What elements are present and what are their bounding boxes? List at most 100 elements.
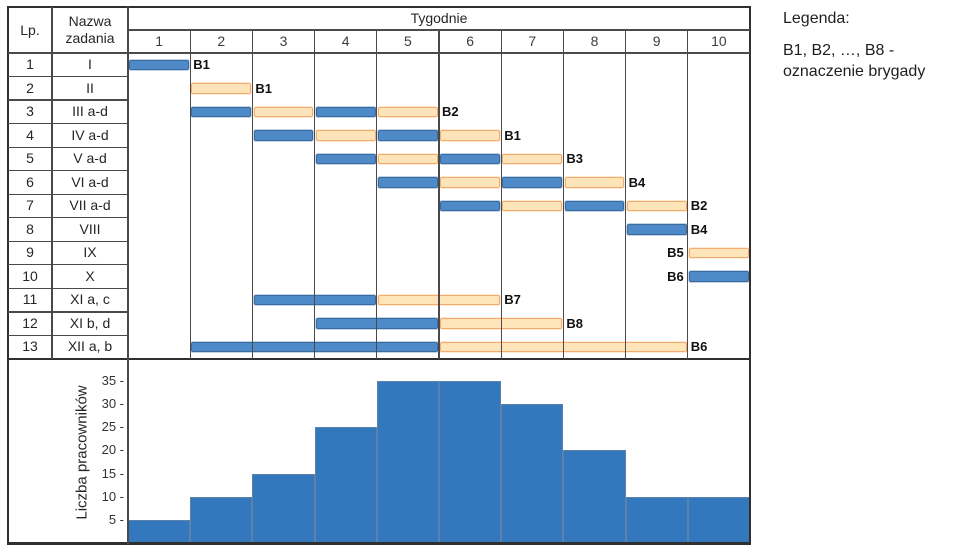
grid-line [687, 30, 689, 359]
gantt-bar [626, 200, 687, 212]
gantt-bar [315, 153, 376, 165]
legend-line2: oznaczenie brygady [783, 63, 926, 80]
task-name-cell: VIII [79, 220, 101, 237]
task-name-cell: I [88, 56, 92, 72]
gantt-bar [502, 200, 563, 212]
gantt-bar [378, 106, 438, 118]
task-name-cell: II [86, 79, 94, 96]
legend-line1: B1, B2, …, B8 - [783, 42, 895, 59]
gantt-bar [191, 83, 252, 94]
grid-line [625, 30, 627, 359]
gantt-bar [253, 130, 314, 141]
brigade-label: B1 [193, 57, 210, 72]
task-name-cell: XI b, d [69, 314, 111, 331]
grid-line [51, 7, 53, 359]
gantt-bar [253, 106, 314, 118]
gantt-bar [689, 271, 749, 282]
lp-cell: 2 [26, 79, 34, 96]
brigade-label: B4 [690, 221, 708, 237]
gantt-bar [689, 247, 749, 259]
brigade-label: B4 [628, 174, 646, 190]
brigade-label: B7 [504, 292, 521, 308]
hist-bar [501, 403, 564, 544]
lp-cell: 9 [26, 244, 34, 261]
hist-tick-label: 5 - [108, 512, 124, 528]
legend: Legenda: B1, B2, …, B8 - oznaczenie bryg… [783, 8, 925, 82]
lp-cell: 4 [26, 126, 34, 143]
task-name-cell: IX [83, 244, 97, 261]
grid-line [314, 30, 316, 359]
histogram-y-axis-label: Liczba pracowników [73, 384, 91, 520]
task-name-cell: VI a-d [71, 173, 109, 190]
brigade-label: B6 [690, 339, 708, 355]
week-number-cell: 8 [590, 33, 599, 49]
lp-cell: 11 [22, 291, 38, 308]
week-number-cell: 3 [279, 33, 288, 49]
hist-bar [128, 520, 191, 544]
week-number-cell: 7 [528, 33, 537, 49]
gantt-bar [315, 106, 376, 118]
grid-line [251, 30, 253, 359]
gantt-bar [440, 153, 500, 165]
lp-cell: 13 [22, 338, 38, 355]
grid-line [8, 264, 128, 266]
brigade-label: B2 [442, 104, 459, 120]
task-name-cell: XI a, c [70, 291, 110, 308]
grid-line [8, 193, 128, 195]
gantt-bar [440, 130, 500, 141]
grid-line [8, 170, 128, 172]
lp-cell: 3 [26, 103, 34, 120]
grid-line [8, 52, 750, 54]
gantt-bar [626, 224, 687, 235]
grid-line [128, 29, 750, 31]
grid-line [8, 287, 128, 289]
week-number-cell: 4 [341, 33, 350, 49]
gantt-bar [440, 177, 500, 188]
task-name-cell: XII a, b [67, 338, 113, 355]
hist-bar [439, 380, 502, 544]
hist-tick-label: 35 - [101, 372, 124, 388]
hist-bar [563, 450, 626, 544]
hist-tick-label: 30 - [101, 395, 124, 411]
grid-line [127, 7, 129, 544]
lp-cell: 6 [26, 173, 34, 190]
histogram-y-axis-label-wrap: Liczba pracowników [52, 362, 112, 542]
grid-line [8, 334, 128, 337]
grid-line [8, 99, 128, 101]
brigade-label: B2 [690, 198, 708, 214]
grid-line [189, 30, 191, 359]
hist-tick-label: 25 - [101, 419, 124, 435]
lp-cell: 1 [26, 56, 34, 72]
gantt-bar [564, 177, 625, 188]
lp-cell: 5 [26, 150, 34, 167]
task-name-cell: IV a-d [71, 126, 109, 143]
gantt-bar [315, 130, 376, 141]
grid-line [7, 6, 9, 545]
task-name-cell: X [85, 267, 95, 284]
grid-line [8, 311, 128, 313]
grid-line [8, 123, 128, 125]
grid-line [749, 6, 751, 545]
lp-cell: 8 [26, 220, 34, 237]
week-number-cell: 6 [466, 33, 474, 49]
hist-bar [190, 496, 253, 544]
gantt-bar [378, 130, 438, 141]
hist-bar [625, 496, 688, 544]
hist-tick-label: 15 - [101, 465, 124, 481]
gantt-bar [440, 200, 500, 212]
grid-line [7, 6, 751, 8]
week-number-cell: 2 [217, 33, 226, 49]
gantt-bar [191, 106, 252, 118]
hist-tick-label: 20 - [101, 442, 124, 458]
grid-line [7, 358, 751, 360]
brigade-label: B1 [504, 127, 521, 143]
grid-line [7, 542, 751, 545]
task-name-cell: III a-d [72, 103, 108, 120]
gantt-bar [502, 153, 563, 165]
gantt-bar [564, 200, 625, 212]
grid-line [8, 217, 128, 219]
lp-header-cell: Lp. [20, 21, 40, 38]
task-header-cell: Nazwa zadania [65, 13, 115, 46]
grid-line [562, 30, 564, 359]
